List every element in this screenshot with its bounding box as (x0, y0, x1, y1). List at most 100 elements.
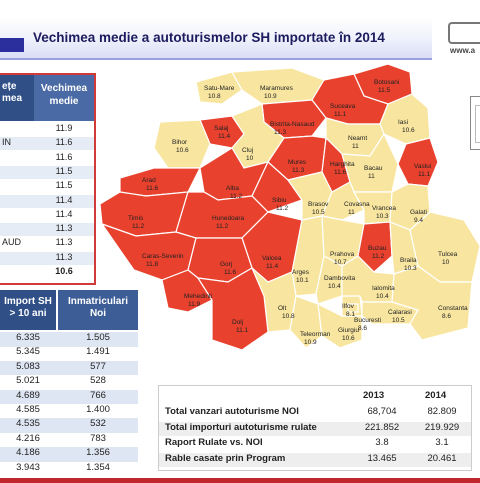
stats-value-2013: 13.465 (367, 452, 397, 464)
county-label: Vaslui (414, 163, 431, 170)
left-table-county (0, 209, 34, 222)
left-table-row: 10.6 (0, 266, 94, 279)
county-label: Braila (400, 257, 417, 264)
title-bar: Vechimea medie a autoturismelor SH impor… (0, 18, 432, 60)
left-table-row: 11.3 (0, 223, 94, 237)
county-label: Maramures (260, 85, 294, 92)
county-label: Salaj (214, 125, 228, 132)
county-label: Ialomita (372, 285, 395, 292)
county-value: 11.2 (230, 193, 243, 200)
stats-value-2014: 82.809 (427, 406, 457, 417)
county-label: Ilfov (342, 303, 355, 310)
new-registrations-value: 532 (90, 418, 106, 430)
county-label: Alba (226, 185, 239, 192)
page-title: Vechimea medie a autoturismelor SH impor… (33, 30, 385, 45)
county-value: 11.6 (224, 269, 237, 276)
county-value: 11.3 (274, 129, 287, 136)
import-sh-value: 3.943 (16, 461, 40, 473)
stats-year-2013: 2013 (363, 390, 385, 401)
left-table-county (0, 166, 34, 179)
county-label: Valcea (262, 255, 282, 262)
county-label: Tulcea (438, 251, 458, 258)
county-value: 10.8 (282, 313, 295, 320)
left-table-county (0, 266, 34, 279)
county-value: 10.6 (402, 127, 415, 134)
county-value: 10.4 (376, 293, 389, 300)
left-table-value: 11.4 (55, 194, 73, 205)
new-registrations-value: 528 (90, 375, 106, 387)
left-table-header: ețe mea Vechimea medie (0, 75, 94, 121)
import-table-row: 4.689 766 (0, 389, 138, 405)
import-table-row: 4.186 1.356 (0, 447, 138, 462)
new-registrations-value: 1.505 (86, 332, 110, 343)
county-value: 10.9 (264, 93, 277, 100)
import-table-col1-header: Import SH > 10 ani (0, 290, 56, 330)
import-table-row: 4.585 1.400 (0, 404, 138, 419)
county-label: Calarasi (388, 309, 412, 316)
left-table-county (0, 152, 34, 165)
new-registrations-value: 1.356 (86, 447, 110, 459)
county-value: 11 (348, 209, 355, 216)
title-accent (0, 38, 24, 52)
import-sh-value: 4.585 (16, 404, 40, 415)
stats-value-2014: 20.461 (427, 452, 457, 464)
left-table-row: 11.4 (0, 194, 94, 208)
stats-value-2014: 3.1 (435, 437, 449, 448)
import-table-row: 4.216 783 (0, 433, 138, 448)
county-value: 11 (368, 173, 375, 180)
county-value: 11.3 (292, 167, 305, 174)
county-value: 8.6 (358, 325, 367, 332)
side-card (470, 96, 480, 150)
county-value: 10.3 (376, 213, 389, 220)
left-table-county (0, 123, 34, 136)
logo-url: www.a (450, 46, 476, 55)
new-registrations-value: 1.400 (86, 404, 110, 415)
county-label: Iasi (398, 119, 408, 126)
left-table: ețe mea Vechimea medie 11.9 IN 11.6 11.6 11.… (0, 73, 96, 285)
county-value: 11.6 (334, 169, 347, 176)
county-value: 10.1 (296, 277, 309, 284)
left-table-value: 11.3 (55, 237, 73, 248)
county-value: 11.2 (216, 223, 229, 230)
left-table-value: 11.5 (55, 180, 73, 191)
stats-table: 2013 2014 Total vanzari autoturisme NOI 6… (158, 385, 472, 471)
county-label: Satu-Mare (204, 85, 235, 92)
county-label: Brasov (308, 201, 329, 208)
stats-row: Raport Rulate vs. NOI 3.8 3.1 (159, 437, 471, 451)
county-value: 11.1 (334, 111, 347, 118)
county-label: Bucuresti (354, 317, 381, 324)
new-registrations-value: 1.354 (86, 461, 110, 473)
import-table-row: 5.083 577 (0, 360, 138, 376)
stats-row: Total vanzari autoturisme NOI 68,704 82.80… (159, 406, 471, 420)
county-label: Cluj (242, 147, 253, 154)
county-label: Giurgiu (338, 327, 359, 334)
new-registrations-value: 783 (90, 432, 106, 444)
county-value: 11.9 (188, 301, 201, 308)
county-label: Teleorman (300, 331, 331, 338)
county-label: Olt (278, 305, 287, 312)
county-label: Timis (128, 215, 144, 222)
county-value: 11.2 (132, 223, 145, 230)
left-table-row: 11.5 (0, 165, 94, 179)
county-value: 10.6 (176, 147, 189, 154)
brand-logo: www.a (440, 22, 480, 58)
import-sh-value: 6.335 (16, 332, 40, 343)
left-table-value: 11.5 (55, 165, 73, 176)
county-value: 11.4 (266, 263, 279, 270)
county-vaslui (397, 137, 439, 187)
county-label: Suceava (330, 103, 356, 110)
new-registrations-value: 766 (90, 389, 106, 401)
county-value: 10.7 (334, 259, 347, 266)
county-label: Bistrita-Nasaud (270, 121, 315, 128)
left-table-row: 11.6 (0, 152, 94, 165)
romania-map-svg: Satu-Mare10.8Maramures10.9Botosani11.5Su… (99, 63, 480, 351)
stats-label: Total importuri autoturisme rulate (165, 421, 317, 433)
left-table-county: AUD (2, 237, 22, 248)
stats-year-2014: 2014 (425, 390, 447, 401)
stats-label: Total vanzari autoturisme NOI (165, 406, 299, 417)
left-table-row: AUD 11.3 (0, 237, 94, 250)
county-value: 10 (246, 155, 254, 162)
left-table-row: 11.9 (0, 123, 94, 136)
county-giurgiu (317, 302, 363, 349)
import-table-row: 4.535 532 (0, 418, 138, 433)
